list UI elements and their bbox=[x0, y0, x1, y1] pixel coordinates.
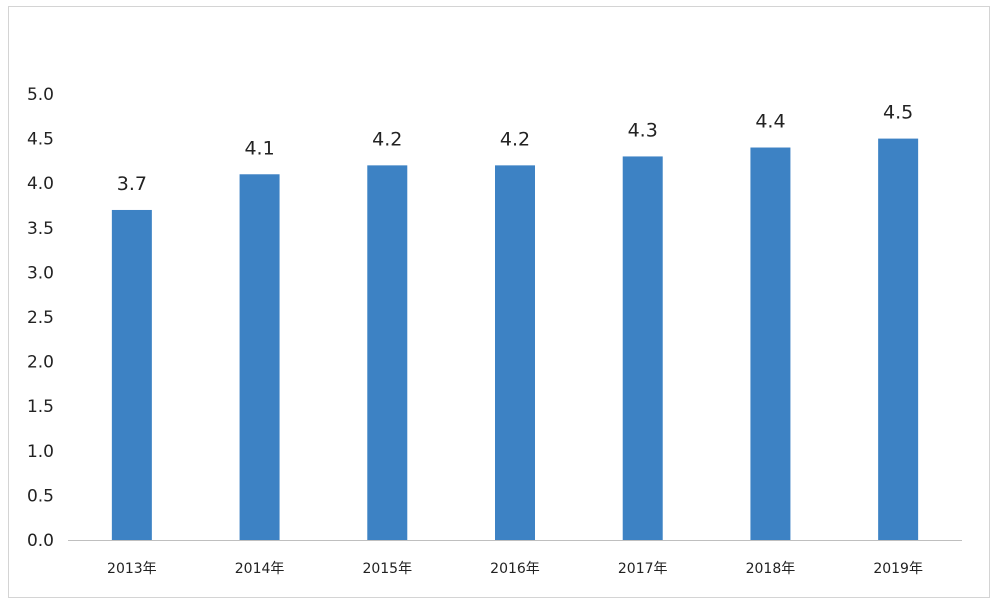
data-label: 4.2 bbox=[372, 128, 402, 150]
x-tick-label: 2013年 bbox=[107, 561, 157, 577]
bar-2013 bbox=[111, 209, 152, 540]
data-label: 4.3 bbox=[628, 119, 658, 141]
y-tick-label: 2.0 bbox=[27, 353, 54, 373]
bar-2017 bbox=[622, 156, 663, 540]
y-tick-label: 1.0 bbox=[27, 442, 54, 462]
x-tick-label: 2018年 bbox=[746, 561, 796, 577]
bar-2014 bbox=[239, 174, 280, 540]
data-label: 4.2 bbox=[500, 128, 530, 150]
x-tick-label: 2014年 bbox=[235, 561, 285, 577]
x-tick-label: 2015年 bbox=[362, 561, 412, 577]
y-tick-label: 0.0 bbox=[27, 531, 54, 551]
y-axis-labels: 0.0 0.5 1.0 1.5 2.0 2.5 3.0 3.5 4.0 4.5 5.0 bbox=[27, 85, 54, 551]
data-labels: 3.7 4.1 4.2 4.2 4.3 4.4 4.5 bbox=[117, 102, 914, 195]
y-tick-label: 4.5 bbox=[27, 130, 54, 150]
y-tick-label: 4.0 bbox=[27, 174, 54, 194]
x-tick-label: 2019年 bbox=[873, 561, 923, 577]
data-label: 3.7 bbox=[117, 173, 147, 195]
data-label: 4.1 bbox=[244, 137, 274, 159]
y-tick-label: 1.5 bbox=[27, 397, 54, 417]
bar-2015 bbox=[367, 165, 408, 541]
data-label: 4.5 bbox=[883, 102, 913, 124]
y-tick-label: 2.5 bbox=[27, 308, 54, 328]
y-tick-label: 3.0 bbox=[27, 263, 54, 283]
bar-2018 bbox=[750, 147, 791, 540]
bars bbox=[111, 138, 919, 541]
x-tick-label: 2017年 bbox=[618, 561, 668, 577]
bar-2016 bbox=[495, 165, 535, 541]
bar-2019 bbox=[878, 138, 919, 540]
x-tick-label: 2016年 bbox=[490, 561, 540, 577]
data-label: 4.4 bbox=[755, 111, 785, 133]
y-tick-label: 5.0 bbox=[27, 85, 54, 105]
y-tick-label: 0.5 bbox=[27, 486, 54, 506]
y-tick-label: 3.5 bbox=[27, 219, 54, 239]
x-axis-labels: 2013年 2014年 2015年 2016年 2017年 2018年 2019年 bbox=[107, 561, 923, 577]
